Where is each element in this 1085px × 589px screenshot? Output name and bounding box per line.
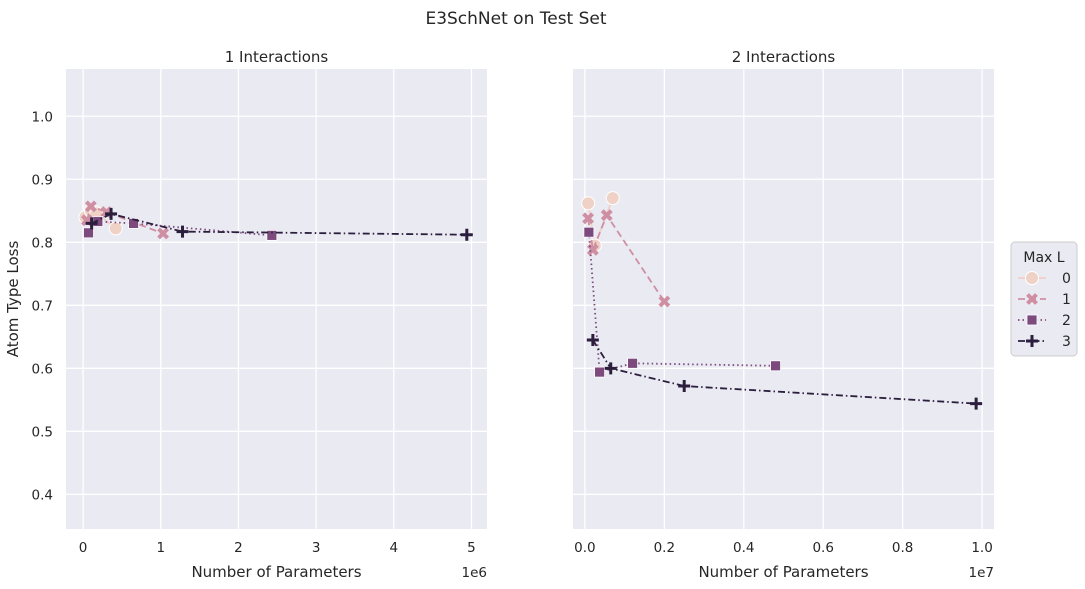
legend-entry-2: 2 <box>1018 313 1071 329</box>
x-tick-labels: 0.0 0.2 0.4 0.6 0.8 1.0 <box>574 540 993 556</box>
data-point <box>586 333 599 346</box>
plot-area <box>573 69 994 529</box>
data-point <box>604 362 617 375</box>
data-point <box>266 229 278 241</box>
legend-label: 3 <box>1062 334 1071 350</box>
series-line <box>592 339 977 405</box>
legend-label: 1 <box>1062 292 1071 308</box>
x-tick-label: 1 <box>156 540 165 556</box>
x-tick-label: 0.6 <box>812 540 833 556</box>
x-tick-label: 0.0 <box>574 540 595 556</box>
x-tick-label: 0.2 <box>654 540 675 556</box>
y-tick-label: 0.4 <box>32 487 53 503</box>
legend-label: 2 <box>1062 313 1071 329</box>
y-tick-label: 0.7 <box>32 298 53 314</box>
data-point <box>85 217 98 230</box>
y-tick-label: 1.0 <box>32 109 53 125</box>
x-tick-label: 4 <box>389 540 398 556</box>
data-point <box>128 217 139 229</box>
x-tick-label: 5 <box>467 540 476 556</box>
series-maxl-3 <box>85 207 473 241</box>
y-axis-label: Atom Type Loss <box>4 241 22 358</box>
legend-label: 0 <box>1062 271 1071 287</box>
data-point <box>678 379 691 392</box>
y-tick-label: 0.8 <box>32 235 53 251</box>
data-point <box>581 196 596 211</box>
data-point <box>594 366 606 378</box>
y-tick-label: 0.9 <box>32 172 53 188</box>
series-maxl-2 <box>583 226 781 378</box>
x-gridlines <box>82 69 473 529</box>
data-point <box>84 200 97 213</box>
x-offset-label: 1e7 <box>969 565 994 581</box>
series-maxl-2 <box>83 216 278 241</box>
legend-entry-3: 3 <box>1018 334 1071 350</box>
data-point <box>770 360 781 372</box>
y-gridlines <box>66 115 487 495</box>
data-point <box>108 221 123 236</box>
data-point <box>582 212 595 225</box>
data-point <box>176 225 189 238</box>
legend-entry-1: 1 <box>1018 292 1071 308</box>
y-tick-label: 0.6 <box>32 361 53 377</box>
x-axis-label: Number of Parameters <box>191 563 361 581</box>
x-tick-label: 0.4 <box>733 540 754 556</box>
legend-title: Max L <box>1023 250 1064 266</box>
panel-title: 1 Interactions <box>225 48 329 66</box>
x-tick-label: 2 <box>234 540 243 556</box>
panel-title: 2 Interactions <box>732 48 836 66</box>
series-line <box>87 220 272 237</box>
x-tick-label: 1.0 <box>971 540 992 556</box>
plot-area <box>66 69 487 529</box>
data-point <box>83 227 94 239</box>
x-tick-labels: 0 1 2 3 4 5 <box>79 540 476 556</box>
figure-title: E3SchNet on Test Set <box>425 9 606 29</box>
legend-entry-0: 0 <box>1018 271 1071 287</box>
x-offset-label: 1e6 <box>462 565 487 581</box>
series-line <box>91 212 467 236</box>
y-tick-label: 0.5 <box>32 424 53 440</box>
data-point <box>970 397 983 410</box>
x-tick-label: 3 <box>312 540 321 556</box>
legend-marker <box>1026 314 1038 326</box>
panel-2-interactions: 0.0 0.2 0.4 0.6 0.8 1.0 2 Interactions Number o… <box>573 48 994 581</box>
x-axis-label: Number of Parameters <box>698 563 868 581</box>
x-tick-label: 0 <box>79 540 88 556</box>
legend-marker <box>1026 293 1038 305</box>
series-maxl-3 <box>586 333 983 410</box>
data-point <box>627 357 638 369</box>
legend-marker <box>1026 335 1038 347</box>
legend: Max L 0 1 2 3 <box>1010 241 1078 357</box>
data-point <box>157 227 170 240</box>
data-point <box>583 226 595 238</box>
data-point <box>600 209 613 222</box>
data-point <box>105 207 118 220</box>
data-point <box>460 228 473 241</box>
legend-marker <box>1025 271 1039 285</box>
y-gridlines <box>573 115 994 495</box>
data-point <box>605 191 620 206</box>
panel-1-interactions: 0 1 2 3 4 5 0.4 0.5 0.6 0.7 0.8 0.9 1.0 1 Interaction… <box>4 48 487 581</box>
data-point <box>658 295 671 308</box>
y-tick-labels: 0.4 0.5 0.6 0.7 0.8 0.9 1.0 <box>32 109 53 503</box>
x-tick-label: 0.8 <box>892 540 913 556</box>
